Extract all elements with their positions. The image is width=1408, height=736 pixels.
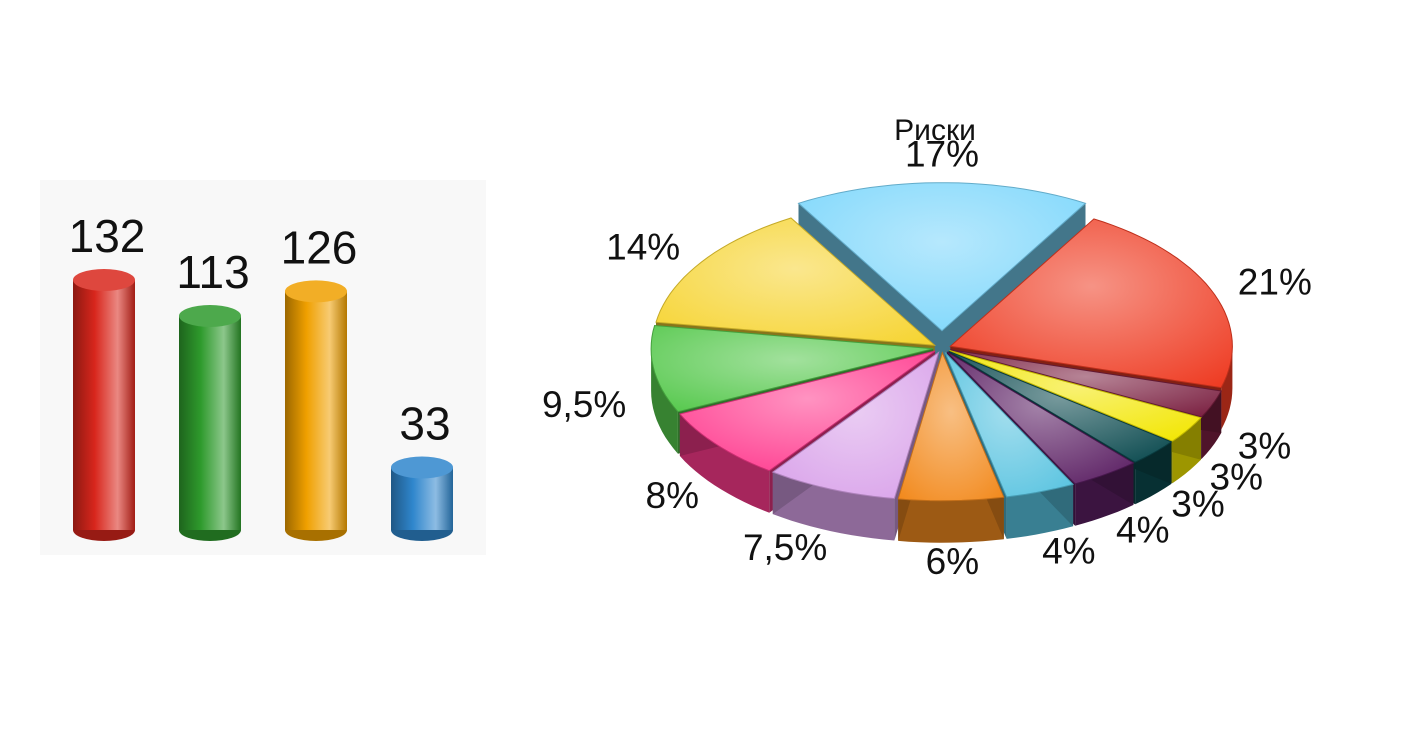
pie-slice-label: 7,5% [743, 527, 827, 568]
pie-slice-label: 21% [1238, 262, 1312, 303]
pie-slice-top [949, 350, 1202, 442]
pie-slice-top [650, 324, 934, 413]
bar-value-label: 113 [176, 246, 249, 298]
pie-slice-label: 3% [1171, 484, 1224, 525]
pie-slice-label: 3% [1238, 426, 1291, 467]
pie-slice-top [948, 350, 1173, 463]
bar-value-label: 126 [281, 221, 358, 273]
bar-chart: 132 113 126 33 [69, 210, 453, 541]
pie-slice-label: 4% [1116, 510, 1169, 551]
bar-top [73, 269, 135, 291]
bar [179, 304, 241, 541]
pie-slice-top [897, 351, 1005, 502]
pie-slice-top [946, 351, 1135, 485]
bar-top [285, 280, 347, 303]
bar-body [285, 291, 347, 530]
bar-body [73, 280, 135, 530]
pie-slice-top [655, 217, 937, 346]
pie-slice-wall [898, 497, 1004, 543]
bar-top [179, 304, 241, 327]
pie-slice-label: 17% [905, 134, 979, 175]
pie-chart-title: Риски [894, 114, 976, 147]
pie-slice-label: 6% [926, 541, 979, 582]
pie-slice-wall [651, 348, 678, 454]
pie-chart: 17%21%3%3%3%4%4%6%7,5%8%9,5%14% [542, 134, 1312, 582]
pie-slice-top [950, 349, 1223, 418]
pie-slice-label: 3% [1210, 456, 1263, 497]
pie-slice-label: 9,5% [542, 384, 626, 425]
pie-slice [897, 351, 1005, 543]
bar-top [391, 456, 453, 479]
pie-slice-label: 14% [606, 226, 680, 267]
bar [73, 269, 135, 541]
pie-slice-label: 8% [646, 475, 699, 516]
pie-slice-top [944, 352, 1075, 498]
pie-slice-top [771, 351, 940, 500]
bar-value-label: 132 [69, 210, 146, 262]
pie-slice-top [797, 182, 1087, 332]
pie-slice-top [949, 218, 1233, 389]
bar [391, 456, 453, 541]
bar-value-label: 33 [399, 398, 450, 450]
bar [285, 280, 347, 541]
pie-slice-label: 4% [1042, 530, 1095, 571]
pie-slice-top [678, 350, 936, 472]
bar-body [179, 315, 241, 530]
